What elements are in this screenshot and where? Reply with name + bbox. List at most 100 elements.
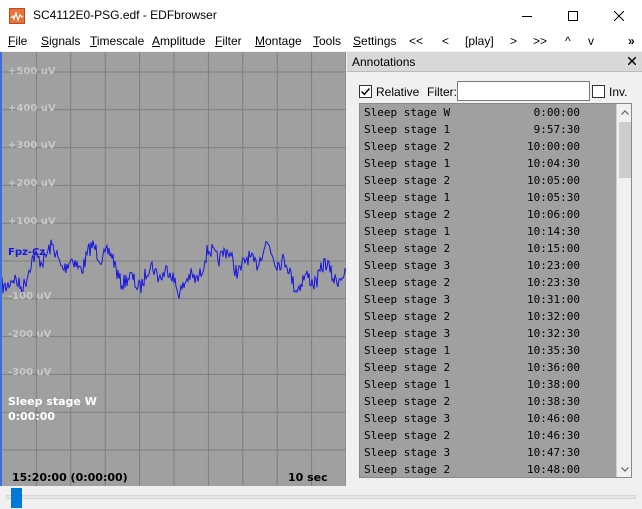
filter-input[interactable] <box>457 81 590 101</box>
nav-down-button[interactable]: v <box>588 34 594 48</box>
menu-signals[interactable]: Signals <box>41 34 81 48</box>
inverse-label[interactable]: Inv. <box>609 85 628 99</box>
annotation-label: Sleep stage 3 <box>364 259 451 272</box>
amplitude-label: +300 uV <box>8 140 56 151</box>
annotation-label: Sleep stage 3 <box>364 446 451 459</box>
annotation-label: Sleep stage 3 <box>364 293 451 306</box>
annotation-row[interactable]: Sleep stage W 0:00:00 <box>360 104 616 121</box>
annotation-label: Sleep stage 1 <box>364 378 451 391</box>
annotation-row[interactable]: Sleep stage 2 10:15:00 <box>360 240 616 257</box>
annotation-label: Sleep stage 2 <box>364 140 451 153</box>
menu-overflow-button[interactable]: » <box>628 34 635 48</box>
scroll-thumb[interactable] <box>619 122 631 178</box>
annotation-label: Sleep stage 2 <box>364 310 451 323</box>
annotation-label: Sleep stage 1 <box>364 123 451 136</box>
annotation-row[interactable]: Sleep stage 2 10:23:30 <box>360 274 616 291</box>
annotation-time: 0:00:00 <box>533 106 580 119</box>
relative-label[interactable]: Relative <box>376 85 420 99</box>
maximize-button[interactable] <box>550 0 596 31</box>
annotation-time: 10:14:30 <box>527 225 580 238</box>
menu-settings[interactable]: Settings <box>353 34 397 48</box>
chevron-down-icon <box>621 466 629 472</box>
amplitude-label: +400 uV <box>8 103 56 114</box>
annotation-label: Sleep stage 1 <box>364 344 451 357</box>
annotation-row[interactable]: Sleep stage 2 10:38:30 <box>360 393 616 410</box>
play-button[interactable]: [play] <box>465 34 494 48</box>
signal-label[interactable]: Fpz-Cz <box>8 247 46 258</box>
annotation-label: Sleep stage 2 <box>364 174 451 187</box>
close-button[interactable] <box>596 0 642 31</box>
annotation-label: Sleep stage 1 <box>364 157 451 170</box>
annotation-label: Sleep stage 2 <box>364 395 451 408</box>
annotation-label: Sleep stage 3 <box>364 412 451 425</box>
annotation-row[interactable]: Sleep stage 1 10:05:30 <box>360 189 616 206</box>
annotation-time: 10:05:00 <box>527 174 580 187</box>
annotation-row[interactable]: Sleep stage 2 10:06:00 <box>360 206 616 223</box>
nav-forward-button[interactable]: > <box>510 34 518 48</box>
annotation-time: 10:31:00 <box>527 293 580 306</box>
annotation-time: 10:23:30 <box>527 276 580 289</box>
nav-back-button[interactable]: < <box>442 34 450 48</box>
annotation-row[interactable]: Sleep stage 1 10:14:30 <box>360 223 616 240</box>
close-icon <box>628 57 636 65</box>
annotation-row[interactable]: Sleep stage 2 10:46:30 <box>360 427 616 444</box>
annotations-scrollbar[interactable] <box>616 104 631 477</box>
annotation-row[interactable]: Sleep stage 2 10:00:00 <box>360 138 616 155</box>
annotation-row[interactable]: Sleep stage 1 10:38:00 <box>360 376 616 393</box>
annotation-time: 10:47:30 <box>527 446 580 459</box>
annotation-row[interactable]: Sleep stage 3 10:31:00 <box>360 291 616 308</box>
relative-checkbox[interactable] <box>359 85 372 98</box>
annotation-time: 10:38:30 <box>527 395 580 408</box>
nav-forward-fast-button[interactable]: >> <box>533 34 548 48</box>
window-title: SC4112E0-PSG.edf - EDFbrowser <box>33 8 217 22</box>
slider-track[interactable] <box>6 495 636 499</box>
annotation-marker-time: 0:00:00 <box>8 410 56 423</box>
annotation-label: Sleep stage 1 <box>364 191 451 204</box>
annotation-row[interactable]: Sleep stage 2 10:05:00 <box>360 172 616 189</box>
checkmark-icon <box>361 88 371 96</box>
menu-timescale[interactable]: Timescale <box>90 34 145 48</box>
signal-view[interactable]: +500 uV +400 uV +300 uV +200 uV +100 uV … <box>0 52 346 486</box>
nav-up-button[interactable]: ^ <box>565 34 571 48</box>
amplitude-label: +100 uV <box>8 216 56 227</box>
annotation-label: Sleep stage 2 <box>364 208 451 221</box>
annotation-row[interactable]: Sleep stage 2 10:48:00 <box>360 461 616 477</box>
menu-bar: File Signals Timescale Amplitude Filter … <box>0 31 642 51</box>
chevron-up-icon <box>621 109 629 115</box>
annotation-row[interactable]: Sleep stage 1 9:57:30 <box>360 121 616 138</box>
scroll-down-button[interactable] <box>617 461 631 477</box>
menu-tools[interactable]: Tools <box>313 34 342 48</box>
menu-amplitude[interactable]: Amplitude <box>152 34 206 48</box>
annotation-label: Sleep stage 1 <box>364 225 451 238</box>
annotation-time: 10:32:00 <box>527 310 580 323</box>
menu-filter[interactable]: Filter <box>215 34 242 48</box>
annotation-marker-label[interactable]: Sleep stage W <box>8 395 97 408</box>
annotation-time: 10:00:00 <box>527 140 580 153</box>
annotations-dock: Annotations Relative Filter: Inv. Sleep … <box>347 52 642 486</box>
dock-close-button[interactable] <box>625 54 639 68</box>
slider-handle[interactable] <box>11 488 22 508</box>
time-slider[interactable] <box>0 486 642 509</box>
scroll-up-button[interactable] <box>617 104 631 120</box>
amplitude-label: +200 uV <box>8 178 56 189</box>
nav-rewind-fast-button[interactable]: << <box>409 34 424 48</box>
timescale-start: 15:20:00 (0:00:00) <box>12 471 128 484</box>
annotation-row[interactable]: Sleep stage 1 10:04:30 <box>360 155 616 172</box>
annotation-row[interactable]: Sleep stage 2 10:32:00 <box>360 308 616 325</box>
amplitude-label: -200 uV <box>8 329 52 340</box>
annotation-row[interactable]: Sleep stage 3 10:32:30 <box>360 325 616 342</box>
annotation-row[interactable]: Sleep stage 2 10:36:00 <box>360 359 616 376</box>
annotation-row[interactable]: Sleep stage 1 10:35:30 <box>360 342 616 359</box>
annotation-time: 10:38:00 <box>527 378 580 391</box>
menu-file[interactable]: File <box>8 34 28 48</box>
annotations-list[interactable]: Sleep stage 2 10:48:00 Sleep stage 3 10:47:… <box>359 103 632 478</box>
inverse-checkbox[interactable] <box>592 85 605 98</box>
minimize-button[interactable] <box>504 0 550 31</box>
annotation-time: 10:06:00 <box>527 208 580 221</box>
menu-montage[interactable]: Montage <box>255 34 302 48</box>
amplitude-label: +500 uV <box>8 66 56 77</box>
annotation-row[interactable]: Sleep stage 3 10:46:00 <box>360 410 616 427</box>
annotation-time: 10:05:30 <box>527 191 580 204</box>
annotation-row[interactable]: Sleep stage 3 10:47:30 <box>360 444 616 461</box>
annotation-row[interactable]: Sleep stage 3 10:23:00 <box>360 257 616 274</box>
